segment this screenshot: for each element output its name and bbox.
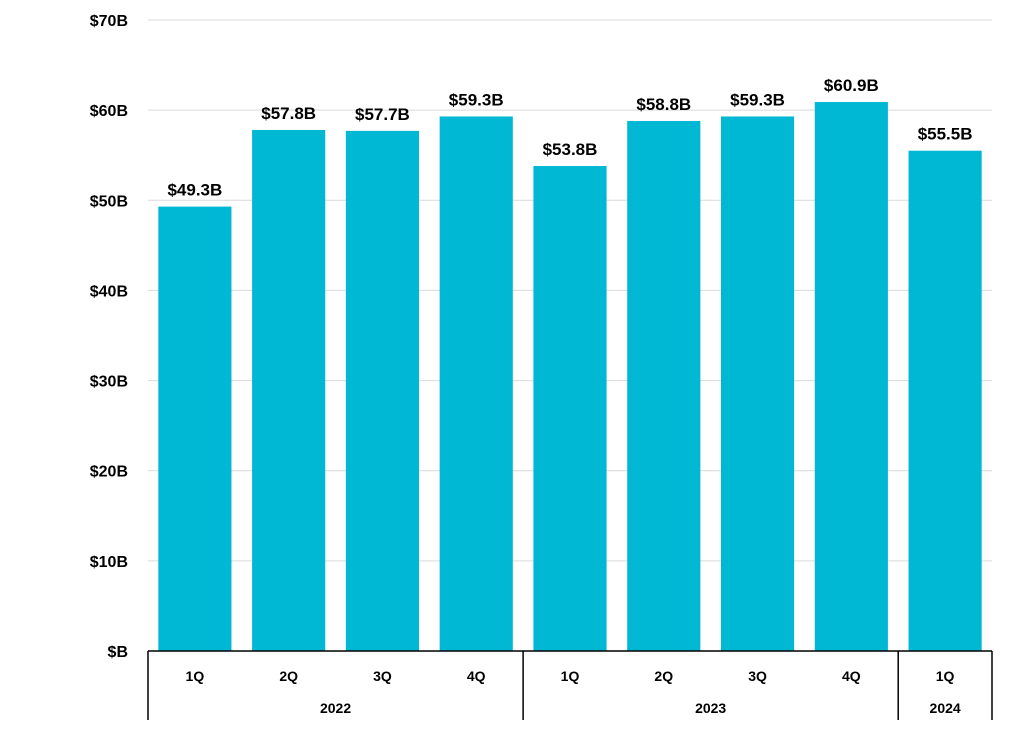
- x-category-label: 1Q: [936, 668, 955, 684]
- bar: [252, 129, 326, 651]
- x-category-label: 1Q: [186, 668, 205, 684]
- x-category-label: 2Q: [279, 668, 298, 684]
- y-tick-label: $40B: [90, 283, 128, 300]
- bar-data-label: $53.8B: [543, 140, 598, 159]
- bar-data-label: $55.5B: [918, 125, 973, 144]
- bar: [158, 206, 232, 652]
- y-tick-label: $B: [108, 644, 128, 661]
- bar: [439, 116, 513, 651]
- bar-data-label: $57.7B: [355, 105, 410, 124]
- bar-data-label: $59.3B: [730, 90, 785, 109]
- bar: [814, 102, 888, 651]
- bar-data-label: $58.8B: [636, 95, 691, 114]
- x-category-label: 2Q: [654, 668, 673, 684]
- bar: [533, 166, 607, 651]
- y-tick-label: $70B: [90, 13, 128, 30]
- x-group-label: 2023: [695, 700, 726, 716]
- y-tick-label: $10B: [90, 554, 128, 571]
- y-tick-label: $50B: [90, 193, 128, 210]
- x-axis: 1Q 2Q 3Q 4Q 1Q 2Q 3Q 4Q 1Q 2022 2023 2024: [147, 650, 993, 720]
- bar: [720, 116, 795, 651]
- bar-data-label: $59.3B: [449, 90, 504, 109]
- data-labels: $49.3B $57.8B $57.7B $59.3B $53.8B $58.8B $59.…: [167, 76, 972, 200]
- y-tick-label: $30B: [90, 374, 128, 391]
- bar: [345, 130, 420, 651]
- bar: [908, 150, 982, 651]
- x-category-label: 3Q: [748, 668, 767, 684]
- x-category-label: 4Q: [467, 668, 486, 684]
- bar-data-label: $60.9B: [824, 76, 879, 95]
- x-group-label: 2024: [930, 700, 961, 716]
- x-group-label: 2022: [320, 700, 351, 716]
- y-axis-tick-labels: $B $10B $20B $30B $40B $50B $60B $70B: [90, 13, 128, 661]
- bar-data-label: $49.3B: [167, 181, 222, 200]
- y-tick-label: $20B: [90, 464, 128, 481]
- y-tick-label: $60B: [90, 103, 128, 120]
- x-category-label: 3Q: [373, 668, 392, 684]
- bar-data-label: $57.8B: [261, 104, 316, 123]
- bars: [158, 102, 982, 652]
- x-category-label: 1Q: [561, 668, 580, 684]
- x-category-label: 4Q: [842, 668, 861, 684]
- bar: [627, 120, 701, 651]
